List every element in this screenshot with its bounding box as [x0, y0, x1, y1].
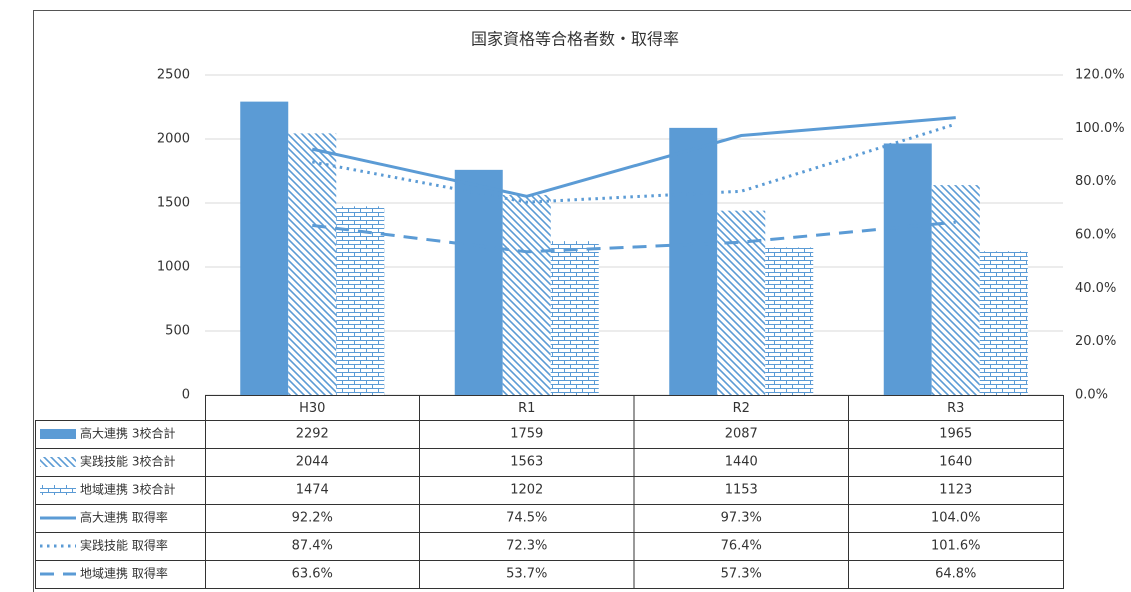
table-value: 2292	[296, 427, 329, 442]
bar	[717, 210, 766, 395]
table-value: 1759	[510, 427, 543, 442]
y-tick-label: 2500	[157, 68, 190, 83]
table-value: 1965	[939, 427, 972, 442]
table-value: 63.6%	[292, 567, 333, 582]
y-tick-label: 1000	[157, 260, 190, 275]
legend-label: 実践技能 取得率	[80, 538, 168, 553]
x-tick-label: R2	[733, 401, 750, 416]
y-tick-label: 0	[182, 388, 190, 403]
line	[312, 220, 956, 254]
y2-tick-label: 120.0%	[1075, 68, 1125, 83]
y2-tick-label: 60.0%	[1075, 228, 1116, 243]
table-value: 53.7%	[506, 567, 547, 582]
y2-tick-label: 0.0%	[1075, 388, 1108, 403]
legend-label: 高大連携 取得率	[80, 510, 168, 525]
table-value: 2087	[725, 427, 758, 442]
bar	[765, 247, 814, 395]
table-value: 1202	[510, 483, 543, 498]
table-value: 74.5%	[506, 511, 547, 526]
bar	[502, 194, 551, 395]
table-value: 87.4%	[292, 539, 333, 554]
table-value: 57.3%	[721, 567, 762, 582]
line	[311, 122, 957, 204]
legend-key	[40, 429, 76, 439]
y2-tick-label: 80.0%	[1075, 174, 1116, 189]
table-value: 1563	[510, 455, 543, 470]
line	[311, 116, 956, 198]
table-value: 92.2%	[292, 511, 333, 526]
bar	[288, 133, 337, 396]
table-value: 2044	[296, 455, 329, 470]
y-tick-label: 1500	[157, 196, 190, 211]
table-value: 1153	[725, 483, 758, 498]
bar	[931, 185, 980, 395]
table-value: 64.8%	[935, 567, 976, 582]
table-value: 1474	[296, 483, 329, 498]
legend-key	[40, 485, 76, 495]
legend-label: 地域連携 取得率	[80, 566, 168, 581]
x-tick-label: R3	[947, 401, 964, 416]
chart-border	[33, 10, 1131, 592]
y-tick-label: 500	[165, 324, 190, 339]
table-value: 104.0%	[931, 511, 981, 526]
bar	[454, 169, 503, 395]
bar	[669, 127, 718, 395]
table-value: 1123	[939, 483, 972, 498]
x-tick-label: H30	[299, 401, 325, 416]
y-tick-label: 2000	[157, 132, 190, 147]
table-value: 76.4%	[721, 539, 762, 554]
y2-tick-label: 40.0%	[1075, 281, 1116, 296]
table-value: 101.6%	[931, 539, 981, 554]
bar	[883, 143, 932, 395]
legend-key	[40, 457, 76, 467]
table-value: 72.3%	[506, 539, 547, 554]
bar	[240, 101, 289, 396]
x-tick-label: R1	[518, 401, 535, 416]
chart-title: 国家資格等合格者数・取得率	[471, 30, 679, 49]
legend-label: 地域連携 3校合計	[80, 482, 175, 497]
bar	[979, 251, 1028, 395]
bar	[550, 241, 599, 395]
table-value: 97.3%	[721, 511, 762, 526]
y2-tick-label: 20.0%	[1075, 334, 1116, 349]
table-value: 1440	[725, 455, 758, 470]
y2-tick-label: 100.0%	[1075, 121, 1125, 136]
legend-label: 高大連携 3校合計	[80, 426, 175, 441]
bar	[336, 206, 385, 395]
table-value: 1640	[939, 455, 972, 470]
legend-label: 実践技能 3校合計	[80, 454, 175, 469]
